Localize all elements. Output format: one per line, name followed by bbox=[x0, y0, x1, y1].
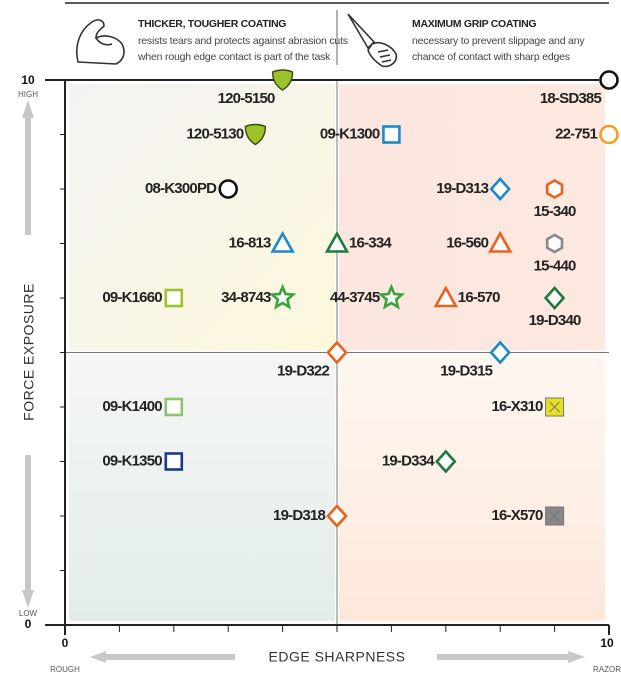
point-marker bbox=[545, 178, 564, 199]
header-title: THICKER, TOUGHER COATING bbox=[138, 18, 286, 30]
point-marker bbox=[164, 288, 184, 308]
arm-icon bbox=[76, 19, 125, 65]
point-marker bbox=[164, 452, 184, 471]
point-marker bbox=[382, 125, 401, 144]
point-label: 15-440 bbox=[534, 257, 576, 274]
header-text: when rough edge contact is part of the t… bbox=[137, 51, 331, 63]
point-marker bbox=[326, 340, 348, 365]
point-label: 16-570 bbox=[458, 289, 500, 306]
point-label: 19-D315 bbox=[440, 362, 492, 379]
point-label: 09-K1350 bbox=[102, 452, 162, 469]
point-label: 19-D340 bbox=[529, 312, 581, 329]
point-marker bbox=[489, 177, 511, 201]
point-label: 18-SD385 bbox=[540, 90, 602, 107]
point-marker bbox=[545, 233, 564, 254]
point-label: 16-X310 bbox=[491, 398, 543, 415]
plot: 0 10 0 10 120-5150 18-SD385 120-5130 09-K1300 22… bbox=[21, 69, 619, 650]
point-marker bbox=[487, 230, 513, 253]
point-label: 120-5150 bbox=[218, 90, 275, 107]
point-label: 08-K300PD bbox=[145, 180, 217, 197]
quadrant bbox=[69, 84, 335, 351]
point-label: 19-D313 bbox=[436, 180, 488, 197]
y-tick-label: 10 bbox=[21, 73, 35, 87]
point-marker bbox=[489, 340, 511, 365]
quadrant bbox=[69, 354, 335, 621]
axis-arrows bbox=[22, 100, 585, 663]
point-marker bbox=[271, 69, 294, 91]
y-axis-title: FORCE EXPOSURE bbox=[21, 283, 37, 421]
point-marker bbox=[543, 286, 566, 310]
point-marker bbox=[433, 285, 459, 308]
point-label: 34-8743 bbox=[221, 289, 271, 306]
point-marker bbox=[545, 397, 565, 417]
point-label: 22-751 bbox=[555, 125, 597, 142]
y-end-label: HIGH bbox=[18, 90, 38, 99]
point-marker bbox=[164, 397, 184, 417]
point-marker bbox=[244, 123, 267, 146]
x-end-label: ROUGH bbox=[50, 665, 80, 674]
point-label: 16-560 bbox=[446, 234, 488, 251]
point-marker bbox=[326, 504, 348, 528]
x-end-label: RAZOR bbox=[593, 665, 621, 674]
point-label: 16-334 bbox=[349, 234, 392, 251]
x-tick-label: 10 bbox=[600, 636, 614, 650]
y-tick-label: 0 bbox=[25, 617, 32, 631]
x-axis-title: EDGE SHARPNESS bbox=[269, 649, 406, 665]
header-title: MAXIMUM GRIP COATING bbox=[412, 18, 536, 30]
point-marker bbox=[324, 230, 350, 253]
point-label: 15-340 bbox=[534, 203, 576, 220]
point-label: 44-3745 bbox=[330, 289, 380, 306]
point-marker bbox=[268, 283, 297, 310]
point-marker bbox=[270, 230, 295, 253]
knife-icon bbox=[347, 13, 398, 68]
point-marker bbox=[218, 179, 238, 199]
point-label: 19-D334 bbox=[382, 452, 435, 469]
point-label: 19-D322 bbox=[277, 362, 329, 379]
point-label: 16-813 bbox=[229, 234, 271, 251]
header-text: resists tears and protects against abras… bbox=[138, 35, 348, 47]
header-text: chance of contact with sharp edges bbox=[412, 51, 570, 63]
point-marker bbox=[599, 124, 619, 145]
point-marker bbox=[599, 70, 619, 90]
point-marker bbox=[545, 506, 565, 526]
point-label: 09-K1660 bbox=[102, 289, 162, 306]
header-text: necessary to prevent slippage and any bbox=[412, 35, 585, 47]
point-marker bbox=[377, 283, 406, 310]
point-label: 09-K1300 bbox=[320, 125, 380, 142]
point-label: 16-X570 bbox=[491, 507, 543, 524]
quadrant bbox=[339, 354, 605, 621]
point-marker bbox=[435, 449, 457, 474]
point-label: 19-D318 bbox=[273, 507, 325, 524]
point-label: 09-K1400 bbox=[102, 398, 162, 415]
point-label: 120-5130 bbox=[186, 125, 243, 142]
y-end-label: LOW bbox=[19, 609, 38, 618]
x-tick-label: 0 bbox=[62, 636, 69, 650]
